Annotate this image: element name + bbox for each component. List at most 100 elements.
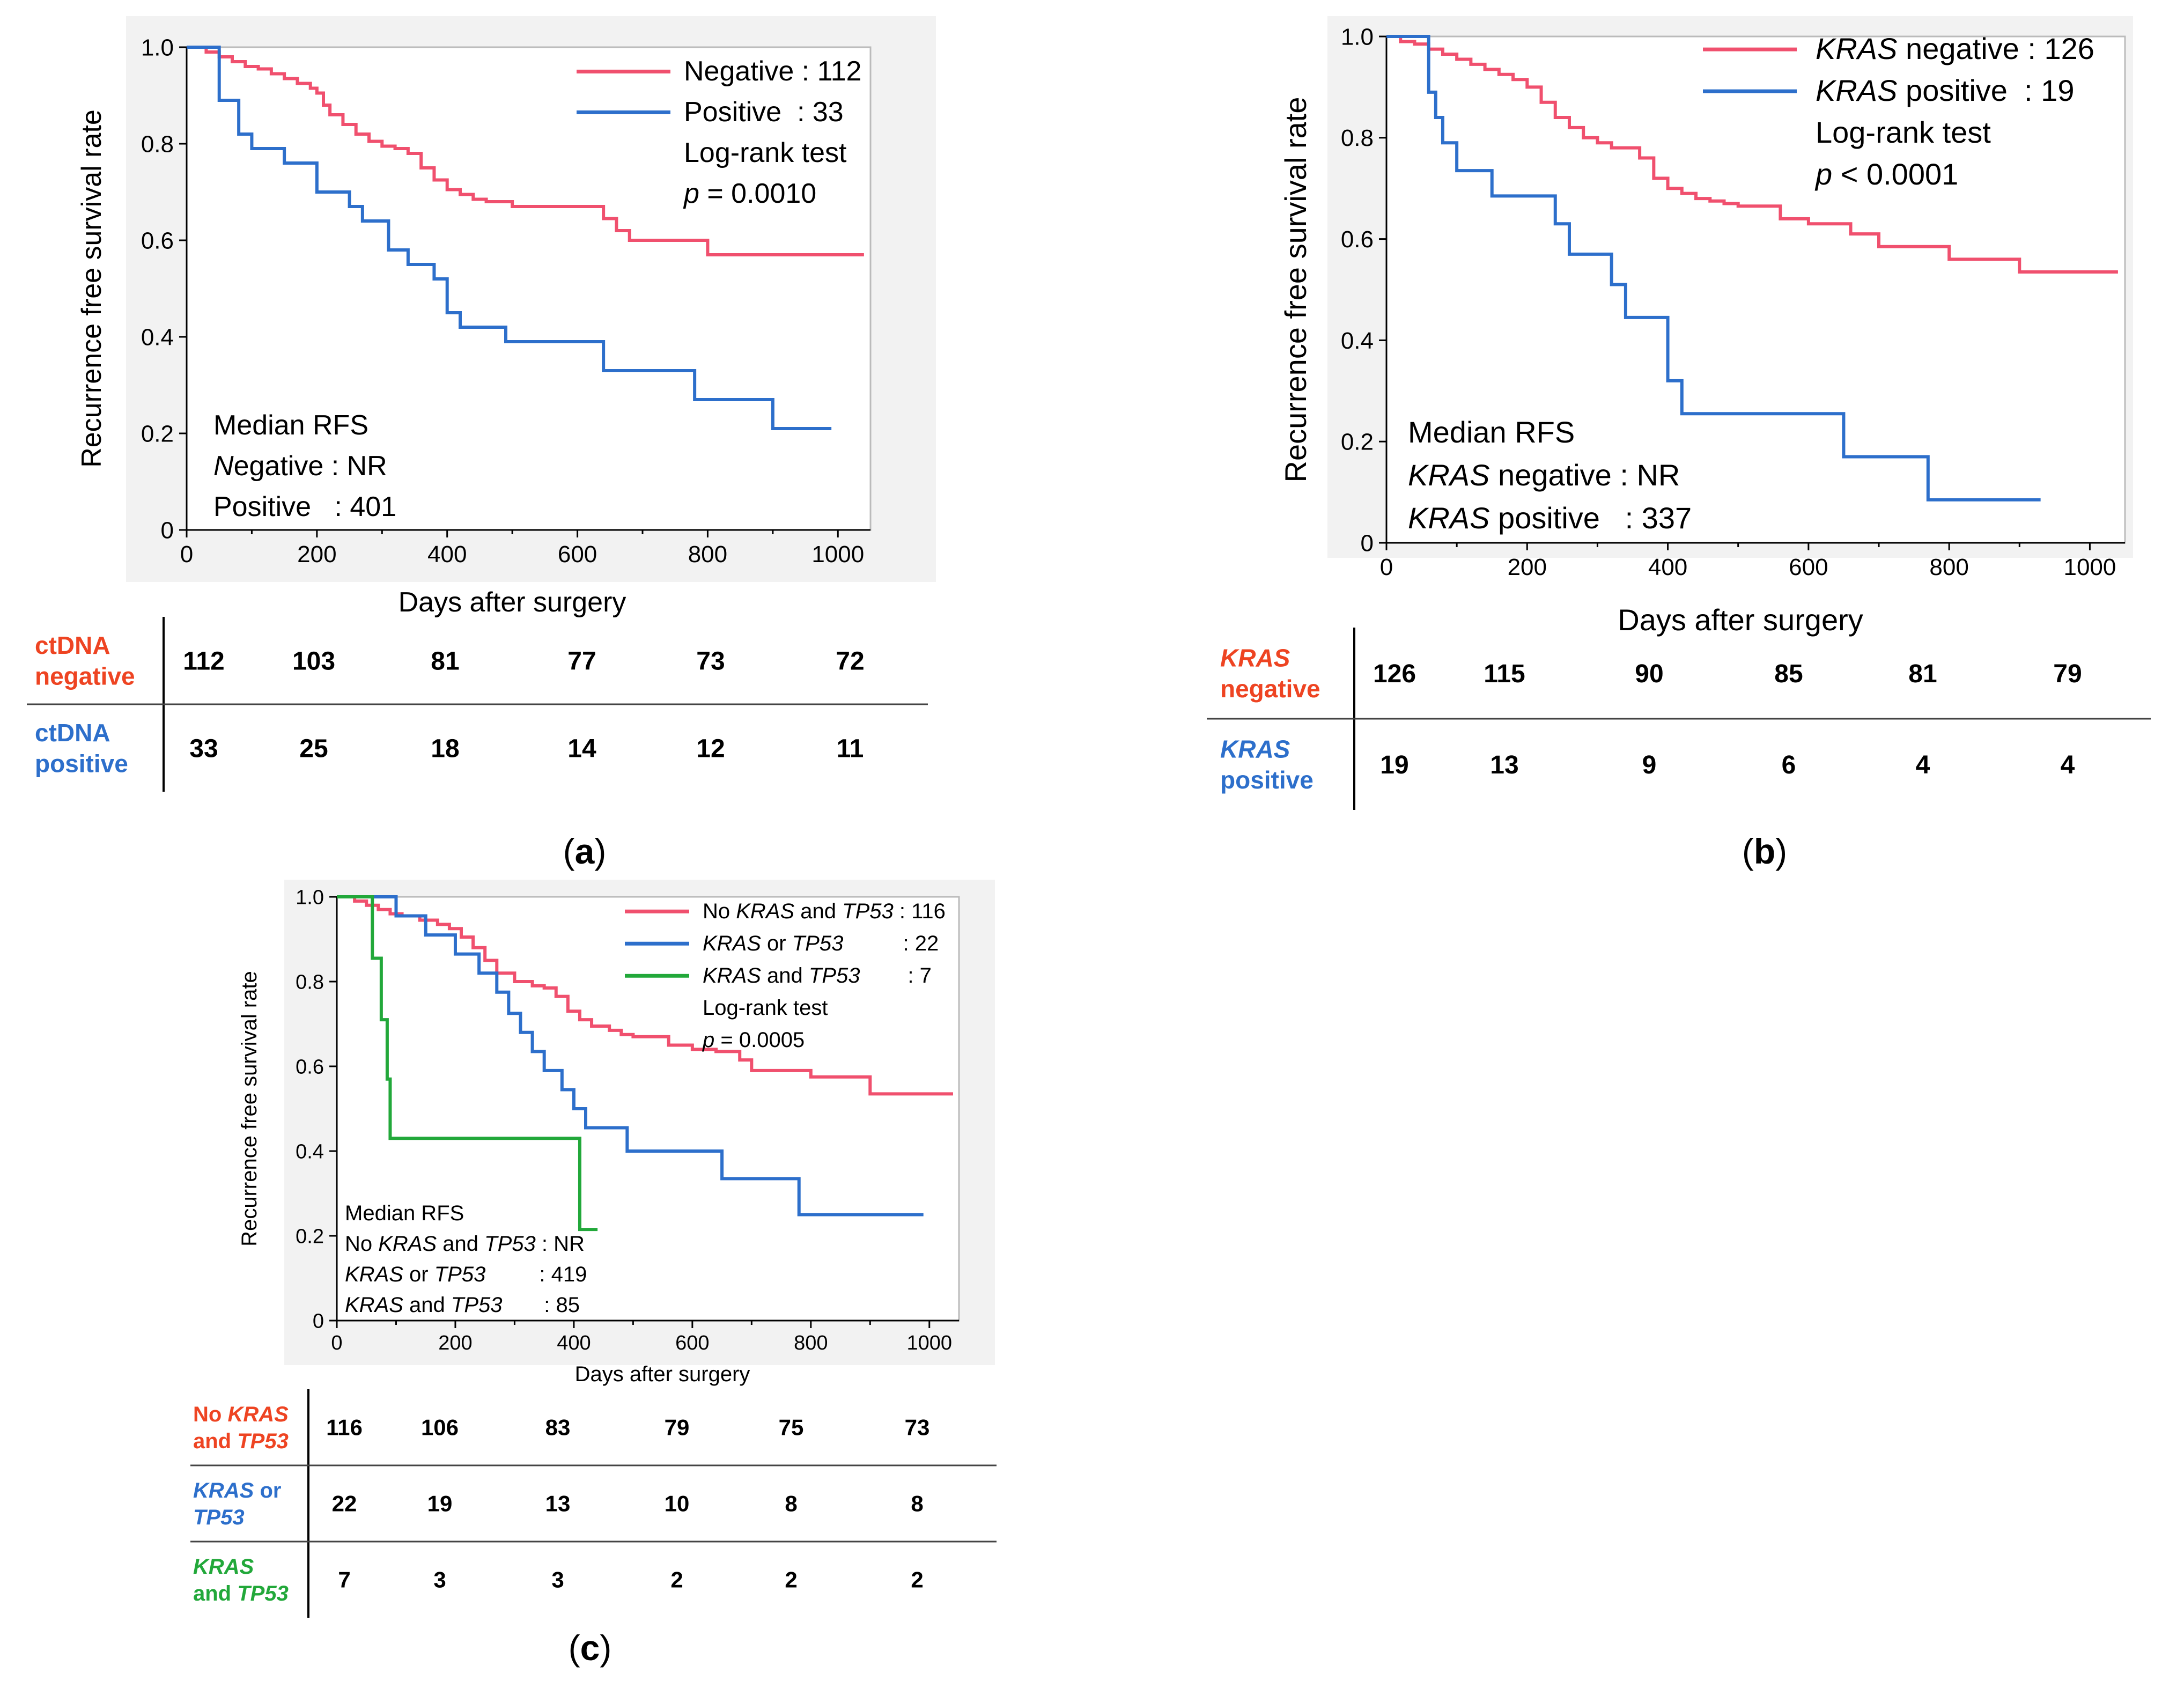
risk-table-row-label: KRAS or (193, 1479, 281, 1502)
p-value: p < 0.0001 (1814, 157, 1958, 191)
risk-table-cell: 9 (1642, 751, 1657, 779)
median-rfs-line: KRAS negative : NR (1408, 458, 1680, 492)
risk-table-cell: 22 (332, 1491, 357, 1516)
risk-table-cell: 72 (836, 647, 864, 675)
plot-area (337, 897, 959, 1321)
y-tick-label: 0.2 (141, 421, 174, 447)
x-tick-label: 400 (427, 541, 467, 567)
km-curve-kras-and-tp53 (337, 895, 598, 1232)
risk-table-row-label: KRAS (193, 1555, 254, 1579)
risk-table-row-label: negative (1220, 675, 1320, 703)
x-tick-label: 800 (794, 1332, 828, 1354)
risk-table-cell: 33 (189, 734, 218, 763)
x-tick-label: 800 (1929, 554, 1968, 580)
risk-table-cell: 73 (696, 647, 725, 675)
y-tick-label: 0 (1361, 530, 1374, 556)
median-rfs-line: Median RFS (345, 1201, 464, 1225)
risk-table-cell: 6 (1782, 751, 1796, 779)
risk-table-cell: 19 (427, 1491, 453, 1516)
median-rfs-line: KRAS and TP53 : 85 (345, 1293, 580, 1317)
risk-table-cell: 2 (670, 1567, 683, 1593)
x-tick-label: 400 (557, 1332, 591, 1354)
x-tick-label: 200 (1508, 554, 1547, 580)
km-curve-positive (187, 46, 832, 430)
risk-table-cell: 85 (1774, 660, 1803, 688)
risk-table-cell: 126 (1373, 660, 1416, 688)
y-tick-label: 1.0 (1341, 24, 1374, 50)
x-tick-label: 1000 (906, 1332, 952, 1354)
risk-table-cell: 83 (545, 1415, 571, 1440)
y-tick-label: 0 (161, 517, 174, 543)
risk-table-cell: 19 (1380, 751, 1408, 779)
risk-table-row-label: KRAS (1220, 735, 1290, 763)
y-tick-label: 0.6 (1341, 226, 1374, 253)
legend-entry: Negative : 112 (684, 56, 861, 87)
risk-table-row-label: ctDNA (35, 719, 110, 747)
x-tick-label: 600 (675, 1332, 709, 1354)
y-tick-label: 0.4 (1341, 328, 1374, 354)
log-rank-label: Log-rank test (703, 996, 828, 1020)
risk-table-row-label: positive (1220, 766, 1314, 794)
km-curve-kras-negative (1386, 35, 2118, 274)
legend-entry: KRAS and TP53 : 7 (703, 964, 932, 987)
km-curve-kras-positive (1386, 35, 2041, 502)
x-tick-label: 1000 (811, 541, 864, 567)
x-axis-label: Days after surgery (399, 587, 626, 618)
x-tick-label: 600 (558, 541, 597, 567)
median-rfs-line: Median RFS (213, 410, 368, 441)
y-tick-label: 0.6 (296, 1056, 324, 1078)
panel-label: (a) (563, 831, 607, 871)
risk-table-cell: 13 (545, 1491, 571, 1516)
median-rfs-line: No KRAS and TP53 : NR (345, 1232, 585, 1256)
y-tick-label: 0.4 (141, 324, 174, 350)
risk-table-row-label: and TP53 (193, 1582, 289, 1605)
risk-table-cell: 3 (433, 1567, 446, 1593)
risk-table-row-label: No KRAS (193, 1403, 289, 1426)
risk-table-cell: 81 (431, 647, 459, 675)
km-curve-kras-or-tp53 (337, 895, 924, 1217)
risk-table-row-label: TP53 (193, 1506, 245, 1529)
y-tick-label: 0.8 (1341, 125, 1374, 151)
risk-table-cell: 2 (785, 1567, 797, 1593)
risk-table-row-label: and TP53 (193, 1429, 289, 1453)
risk-table-cell: 7 (338, 1567, 350, 1593)
log-rank-label: Log-rank test (684, 137, 847, 168)
x-tick-label: 200 (438, 1332, 472, 1354)
risk-table-cell: 103 (292, 647, 335, 675)
x-tick-label: 1000 (2063, 554, 2116, 580)
risk-table-cell: 73 (905, 1415, 930, 1440)
risk-table-cell: 79 (665, 1415, 690, 1440)
x-tick-label: 600 (1789, 554, 1828, 580)
x-tick-label: 0 (180, 541, 193, 567)
risk-table-row-label: ctDNA (35, 631, 110, 659)
y-tick-label: 0.2 (296, 1225, 324, 1248)
risk-table-cell: 8 (785, 1491, 797, 1516)
km-curve-negative (187, 46, 864, 256)
risk-table-cell: 4 (2061, 751, 2075, 779)
plot-area (1386, 36, 2125, 543)
panel-b: 0 0.2 0.4 0.6 0.8 1.0 0 200 400 600 800 1000 Days af… (1207, 16, 2151, 871)
y-tick-label: 0.4 (296, 1140, 324, 1163)
risk-table-row-label: negative (35, 662, 135, 690)
risk-table-cell: 25 (299, 734, 328, 763)
legend-entry: Positive : 33 (684, 97, 844, 128)
legend-entry: No KRAS and TP53 : 116 (703, 900, 946, 923)
y-tick-label: 0.2 (1341, 429, 1374, 455)
y-tick-label: 0.8 (141, 131, 174, 157)
risk-table-cell: 90 (1635, 660, 1663, 688)
risk-table-cell: 116 (326, 1415, 363, 1440)
panel-label: (c) (569, 1628, 612, 1668)
risk-table-cell: 12 (696, 734, 725, 763)
risk-table-cell: 106 (421, 1415, 459, 1440)
risk-table-cell: 10 (665, 1491, 690, 1516)
y-axis-label: Recurrence free survival rate (238, 971, 261, 1247)
risk-table-cell: 79 (2053, 660, 2082, 688)
risk-table-cell: 18 (431, 734, 459, 763)
risk-table-cell: 81 (1908, 660, 1937, 688)
risk-table-cell: 14 (567, 734, 596, 763)
risk-table-cell: 11 (837, 734, 864, 763)
y-axis-label: Recurrence free survival rate (1279, 97, 1312, 483)
y-tick-label: 0 (313, 1310, 324, 1332)
risk-table-cell: 2 (911, 1567, 923, 1593)
panel-c: 0 0.2 0.4 0.6 0.8 1.0 0 200 400 600 800 1000 Days af… (190, 880, 997, 1668)
